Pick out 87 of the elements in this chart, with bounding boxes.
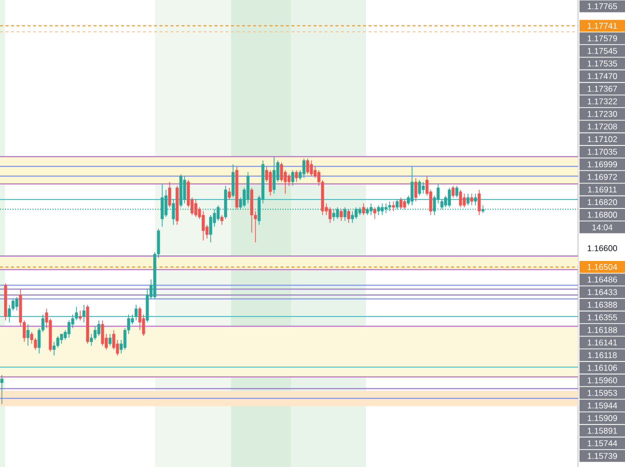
- candlestick: [108, 334, 112, 346]
- text: 1.17322: [588, 98, 617, 104]
- candlestick: [246, 172, 250, 204]
- candlestick: [422, 182, 425, 194]
- candlestick: [399, 197, 402, 210]
- candlestick: [455, 185, 458, 198]
- text: 1.17545: [588, 48, 618, 54]
- text: 14:04: [592, 224, 612, 230]
- candlestick: [74, 306, 78, 321]
- candlestick: [134, 304, 138, 321]
- candlestick: [452, 185, 455, 198]
- text: 1.16486: [588, 276, 618, 282]
- candlestick: [347, 208, 350, 224]
- y-tick-label: 1.16504: [588, 264, 618, 270]
- candlestick: [466, 193, 470, 206]
- text: 1.17367: [588, 86, 617, 92]
- candlestick: [202, 210, 205, 241]
- text: 1.17470: [588, 73, 618, 80]
- text: 1.16106: [588, 364, 618, 371]
- candlestick: [67, 320, 70, 338]
- text: 1.16388: [588, 302, 618, 308]
- candlestick: [306, 158, 310, 174]
- candlestick: [34, 338, 37, 350]
- candlestick: [403, 199, 406, 210]
- candlestick: [462, 193, 466, 208]
- candlestick: [302, 158, 306, 178]
- candlestick: [60, 334, 64, 344]
- y-tick-label: 1.16600: [588, 245, 618, 252]
- candlestick: [478, 189, 481, 216]
- text: 1.15891: [588, 428, 617, 434]
- text: 1.16800: [588, 212, 618, 218]
- candlestick: [82, 304, 86, 323]
- candlestick: [328, 206, 332, 224]
- candlestick: [97, 320, 100, 336]
- candlestick: [0, 374, 4, 405]
- text: 1.17230: [588, 110, 618, 117]
- candlestick: [268, 170, 272, 196]
- candlestick: [470, 193, 474, 206]
- candlestick: [220, 214, 224, 226]
- text: 1.16911: [588, 186, 617, 192]
- text: 1.15739: [588, 452, 617, 459]
- candlestick: [414, 178, 418, 202]
- candlestick: [410, 166, 414, 206]
- candlestick: [418, 180, 422, 196]
- text: 1.17579: [588, 35, 617, 42]
- text: 1.17765: [588, 3, 618, 10]
- text: 1.16118: [588, 352, 617, 358]
- text: 1.16972: [588, 174, 617, 180]
- candlestick: [194, 199, 198, 218]
- text: 1.15953: [588, 390, 618, 396]
- text: 1.16141: [588, 340, 617, 346]
- text: 1.17208: [588, 124, 618, 130]
- candlestick: [228, 187, 231, 200]
- candlestick: [52, 341, 56, 356]
- candlestick: [448, 187, 451, 208]
- candlestick: [15, 296, 18, 311]
- candlestick: [168, 182, 172, 208]
- candlestick: [294, 170, 298, 182]
- text: 1.16999: [588, 161, 617, 168]
- candlestick: [291, 170, 294, 186]
- text: 1.16433: [588, 289, 618, 296]
- candlestick: [272, 156, 276, 194]
- text: 1.15909: [588, 415, 617, 422]
- text: 1.16188: [588, 326, 618, 333]
- y-tick-label: 1.17741: [588, 22, 617, 29]
- text: 1.15960: [588, 377, 618, 384]
- candlestick: [232, 164, 235, 198]
- text: 1.16355: [588, 314, 618, 320]
- candlestick: [340, 208, 343, 222]
- candlestick: [392, 201, 395, 212]
- candlestick: [78, 310, 82, 321]
- candlestick: [362, 202, 366, 216]
- candlestick: [310, 160, 313, 176]
- text: 1.15944: [588, 402, 618, 408]
- candlestick: [183, 176, 186, 204]
- candlestick: [288, 174, 290, 186]
- text: 1.17535: [588, 60, 618, 66]
- candlestick: [459, 189, 462, 208]
- text: 1.15744: [588, 440, 618, 446]
- text: 1.16820: [588, 199, 618, 206]
- candlestick: [373, 206, 376, 220]
- candlestick: [280, 162, 284, 182]
- text: 1.17102: [588, 136, 617, 142]
- candlestick: [101, 320, 104, 346]
- candlestick: [474, 193, 477, 206]
- candlestick: [26, 324, 30, 346]
- text: 1.17035: [588, 148, 618, 155]
